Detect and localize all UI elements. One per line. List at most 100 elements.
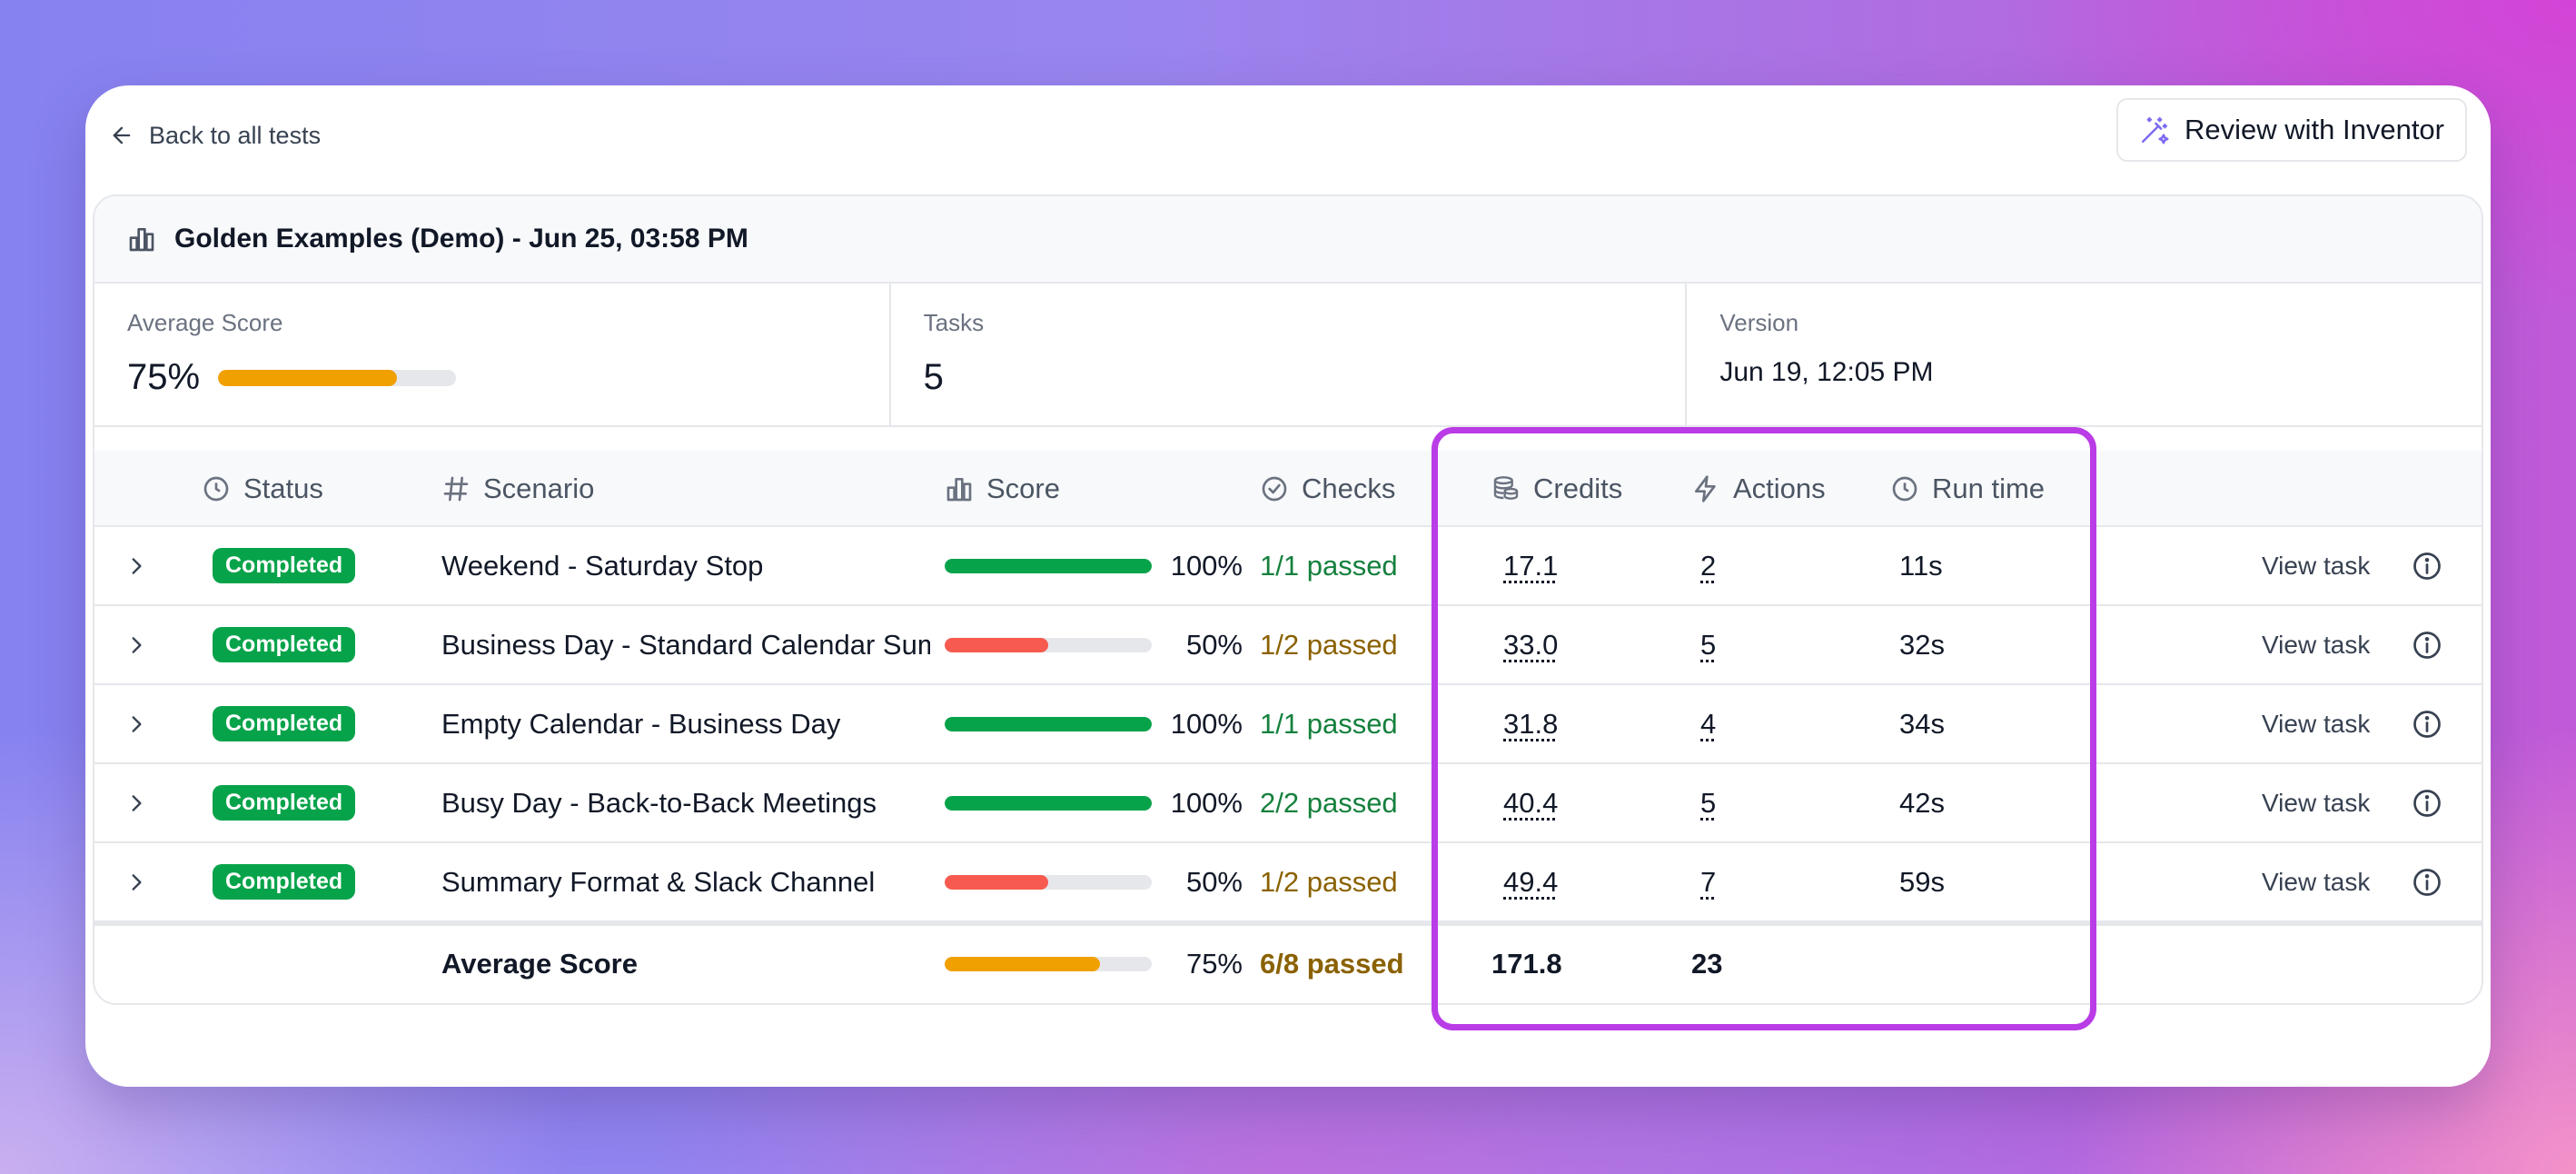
average-score-bar-fill xyxy=(218,369,397,386)
table-row[interactable]: Completed Summary Format & Slack Channel… xyxy=(94,843,2482,922)
column-score[interactable]: Score xyxy=(945,451,1060,527)
actions-link[interactable]: 2 xyxy=(1700,549,1717,582)
stats-summary: Average Score 75% Tasks 5 Version Jun 19… xyxy=(94,284,2482,427)
actions-value[interactable]: 4 xyxy=(1700,685,1716,762)
actions-value[interactable]: 5 xyxy=(1700,606,1716,683)
credits-value[interactable]: 49.4 xyxy=(1503,843,1558,920)
actions-link[interactable]: 5 xyxy=(1700,628,1717,661)
column-scenario[interactable]: Scenario xyxy=(441,451,594,527)
view-task-link[interactable]: View task xyxy=(2262,709,2371,738)
credits-link[interactable]: 31.8 xyxy=(1503,707,1559,740)
expand-row-button[interactable] xyxy=(120,764,153,841)
table-row[interactable]: Completed Busy Day - Back-to-Back Meetin… xyxy=(94,764,2482,843)
score-percent: 100% xyxy=(1170,707,1243,740)
score-bar xyxy=(945,874,1152,890)
column-credits[interactable]: Credits xyxy=(1491,451,1622,527)
credits-link[interactable]: 49.4 xyxy=(1503,865,1559,898)
credits-value[interactable]: 17.1 xyxy=(1503,527,1558,604)
actions-link[interactable]: 5 xyxy=(1700,786,1717,819)
view-task-link[interactable]: View task xyxy=(2262,788,2371,817)
credits-value[interactable]: 31.8 xyxy=(1503,685,1558,762)
actions-link[interactable]: 7 xyxy=(1700,865,1717,898)
back-link[interactable]: Back to all tests xyxy=(109,113,321,158)
runtime-value: 32s xyxy=(1899,628,1945,661)
column-actions[interactable]: Actions xyxy=(1691,451,1826,527)
info-icon xyxy=(2413,789,2441,817)
info-button[interactable] xyxy=(2411,606,2443,683)
average-score-bar xyxy=(218,369,457,386)
results-panel: Golden Examples (Demo) - Jun 25, 03:58 P… xyxy=(93,194,2483,1005)
column-credits-label: Credits xyxy=(1533,473,1623,504)
footer-actions-total: 23 xyxy=(1691,948,1723,980)
score-bar xyxy=(945,558,1152,573)
scenario-name: Empty Calendar - Business Day xyxy=(441,707,841,740)
view-task-link[interactable]: View task xyxy=(2262,630,2371,659)
actions-value[interactable]: 2 xyxy=(1700,527,1716,604)
page-title: Golden Examples (Demo) - Jun 25, 03:58 P… xyxy=(174,224,748,254)
panel-header: Golden Examples (Demo) - Jun 25, 03:58 P… xyxy=(94,196,2482,284)
status-cell: Completed xyxy=(213,606,356,683)
expand-row-button[interactable] xyxy=(120,843,153,920)
status-cell: Completed xyxy=(213,685,356,762)
expand-row-button[interactable] xyxy=(120,527,153,604)
footer-score-bar-fill xyxy=(945,957,1100,971)
checks-status: 1/1 passed xyxy=(1260,549,1398,582)
score-bar-fill xyxy=(945,558,1152,573)
view-task-link[interactable]: View task xyxy=(2262,551,2371,580)
bar-chart-icon xyxy=(946,478,972,502)
column-checks[interactable]: Checks xyxy=(1260,451,1395,527)
checks-status: 1/2 passed xyxy=(1260,628,1398,661)
info-button[interactable] xyxy=(2411,843,2443,920)
bar-chart-icon xyxy=(129,228,154,252)
score-bar-fill xyxy=(945,874,1048,890)
actions-value[interactable]: 7 xyxy=(1700,843,1716,920)
score-bar-cell xyxy=(945,764,1152,841)
checks-status: 2/2 passed xyxy=(1260,786,1398,819)
info-button[interactable] xyxy=(2411,764,2443,841)
actions-value[interactable]: 5 xyxy=(1700,764,1716,841)
credits-link[interactable]: 40.4 xyxy=(1503,786,1559,819)
chevron-right-icon xyxy=(132,794,142,811)
status-badge: Completed xyxy=(213,548,356,583)
score-percent: 100% xyxy=(1170,549,1243,582)
score-bar-fill xyxy=(945,637,1048,652)
info-button[interactable] xyxy=(2411,685,2443,762)
status-cell: Completed xyxy=(213,527,356,604)
info-button[interactable] xyxy=(2411,527,2443,604)
score-bar-fill xyxy=(945,795,1152,811)
footer-label: Average Score xyxy=(441,948,638,980)
score-bar xyxy=(945,637,1152,652)
column-runtime[interactable]: Run time xyxy=(1890,451,2045,527)
scenario-name: Busy Day - Back-to-Back Meetings xyxy=(441,786,877,819)
table-row[interactable]: Completed Weekend - Saturday Stop 100% 1… xyxy=(94,527,2482,606)
average-score-value: 75% xyxy=(127,357,201,397)
chevron-right-icon xyxy=(132,715,142,732)
expand-row-button[interactable] xyxy=(120,606,153,683)
column-status[interactable]: Status xyxy=(202,451,323,527)
status-cell: Completed xyxy=(213,764,356,841)
actions-link[interactable]: 4 xyxy=(1700,707,1717,740)
table-header: Status Scenario Score Checks Credits Act… xyxy=(94,451,2482,527)
credits-link[interactable]: 17.1 xyxy=(1503,549,1559,582)
back-link-label: Back to all tests xyxy=(149,121,322,149)
chevron-right-icon xyxy=(132,557,142,574)
runtime-value: 59s xyxy=(1899,865,1945,898)
credits-value[interactable]: 33.0 xyxy=(1503,606,1558,683)
footer-credits-total: 171.8 xyxy=(1491,948,1562,980)
chevron-right-icon xyxy=(132,873,142,890)
credits-value[interactable]: 40.4 xyxy=(1503,764,1558,841)
expand-row-button[interactable] xyxy=(120,685,153,762)
lightning-icon xyxy=(1695,475,1716,502)
status-badge: Completed xyxy=(213,864,356,900)
review-with-inventor-button[interactable]: Review with Inventor xyxy=(2116,98,2467,162)
credits-link[interactable]: 33.0 xyxy=(1503,628,1559,661)
hash-icon xyxy=(443,476,469,502)
runtime-value: 42s xyxy=(1899,786,1945,819)
view-task-link[interactable]: View task xyxy=(2262,867,2371,896)
table-row[interactable]: Completed Empty Calendar - Business Day … xyxy=(94,685,2482,764)
coins-icon xyxy=(1493,476,1519,500)
table-row[interactable]: Completed Business Day - Standard Calend… xyxy=(94,606,2482,685)
info-icon xyxy=(2413,631,2441,659)
info-icon xyxy=(2413,710,2441,738)
chevron-right-icon xyxy=(132,636,142,653)
